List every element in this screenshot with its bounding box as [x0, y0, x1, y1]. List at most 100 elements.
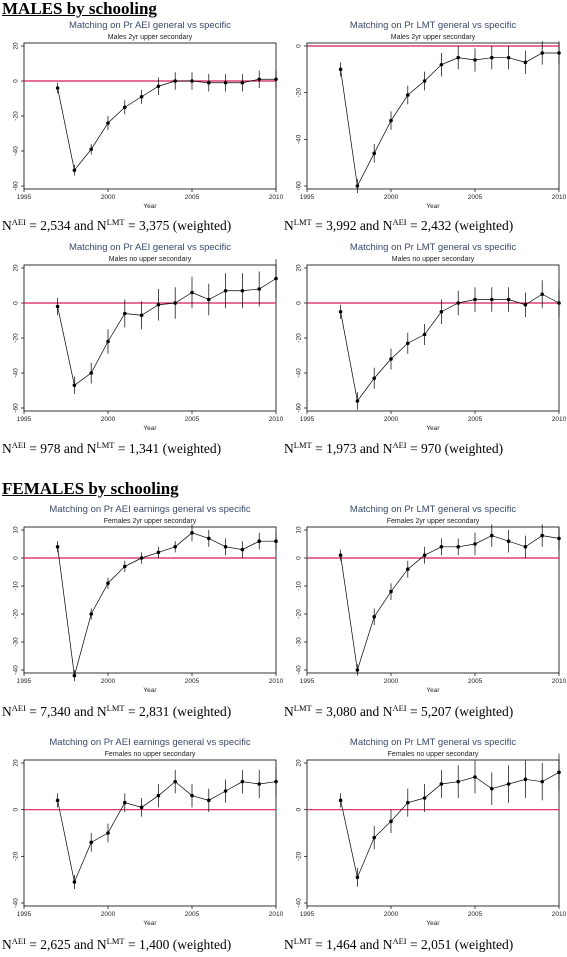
chart-svg: Matching on Pr AEI earnings general vs s…	[13, 504, 284, 694]
x-tick-label: 2005	[185, 416, 200, 423]
x-tick-label: 1995	[300, 194, 315, 201]
data-point	[338, 67, 343, 72]
chart-panel: Matching on Pr AEI general vs specific Ma…	[0, 16, 284, 216]
data-point	[139, 556, 144, 560]
data-point	[123, 564, 127, 569]
y-tick-label: -30	[296, 637, 303, 647]
data-point	[406, 567, 410, 571]
chart-panel: Matching on Pr LMT general vs specific Fe…	[283, 733, 567, 933]
data-point	[55, 545, 60, 549]
chart-title: Matching on Pr AEI general vs specific	[69, 20, 231, 31]
y-tick-label: -30	[13, 637, 20, 647]
chart-subtitle: Males 2yr upper secondary	[108, 34, 193, 41]
data-point	[355, 668, 360, 672]
plot-frame	[23, 759, 277, 907]
data-point	[274, 77, 278, 82]
chart-svg: Matching on Pr LMT general vs specific Ma…	[296, 20, 567, 210]
y-tick-label: -40	[296, 898, 303, 908]
series-line	[57, 532, 276, 676]
y-tick-label: -20	[13, 851, 20, 861]
chart-subtitle: Females 2yr upper secondary	[387, 518, 480, 525]
chart-title: Matching on Pr LMT general vs specific	[350, 737, 516, 748]
data-point	[506, 539, 511, 543]
x-tick-label: 1995	[300, 678, 315, 685]
y-tick-label: 0	[13, 301, 20, 305]
data-point	[557, 301, 561, 305]
data-point	[540, 533, 544, 538]
data-point	[223, 545, 228, 549]
data-point	[506, 297, 511, 302]
y-tick-label: -20	[296, 851, 303, 861]
series-line	[340, 772, 560, 879]
series-line	[340, 293, 560, 402]
y-tick-label: 0	[13, 556, 20, 560]
data-point	[557, 51, 561, 55]
chart-subtitle: Females no upper secondary	[388, 751, 479, 758]
series-line	[57, 278, 277, 386]
x-axis-label: Year	[143, 687, 157, 694]
y-tick-label: 0	[296, 44, 303, 48]
data-point	[406, 93, 410, 97]
y-tick-label: 20	[296, 264, 303, 272]
x-tick-label: 2000	[384, 911, 399, 918]
y-tick-label: -40	[296, 134, 303, 144]
y-tick-label: -40	[13, 146, 20, 156]
data-point	[473, 297, 477, 302]
data-point	[173, 779, 177, 784]
x-tick-label: 2010	[552, 416, 567, 423]
chart-subtitle: Males no upper secondary	[392, 256, 475, 263]
data-point	[106, 121, 110, 125]
x-tick-label: 2005	[468, 911, 483, 918]
sample-size-caption: NLMT = 3,992 and NAEI = 2,432 (weighted)	[284, 217, 514, 233]
y-tick-label: 0	[296, 807, 303, 811]
x-tick-label: 1995	[17, 416, 32, 423]
data-point	[240, 779, 245, 784]
data-point	[355, 875, 360, 880]
data-point	[257, 539, 262, 543]
x-tick-label: 1995	[17, 194, 32, 201]
data-point	[274, 779, 278, 784]
series-line	[57, 78, 276, 172]
data-point	[456, 545, 460, 549]
data-point	[72, 880, 77, 884]
data-point	[389, 589, 393, 594]
data-point	[372, 615, 376, 619]
chart-svg: Matching on Pr LMT general vs specific Fe…	[296, 504, 567, 694]
y-tick-label: 20	[13, 759, 20, 767]
y-tick-label: -60	[296, 403, 303, 413]
data-point	[106, 831, 110, 835]
x-axis-label: Year	[143, 203, 157, 210]
data-point	[72, 383, 77, 388]
data-point	[540, 779, 544, 784]
x-tick-label: 2000	[101, 678, 116, 685]
y-tick-label: -40	[13, 368, 20, 378]
x-tick-label: 2010	[269, 678, 284, 685]
x-tick-label: 2000	[101, 911, 116, 918]
data-point	[190, 290, 194, 295]
data-point	[523, 60, 528, 65]
data-point	[422, 79, 427, 83]
x-axis-label: Year	[143, 920, 157, 927]
y-tick-label: -20	[296, 88, 303, 98]
chart-svg: Matching on Pr AEI general vs specific Ma…	[13, 242, 284, 432]
data-point	[257, 782, 262, 786]
x-axis-label: Year	[426, 920, 440, 927]
chart-subtitle: Females 2yr upper secondary	[104, 518, 197, 525]
x-axis-label: Year	[426, 687, 440, 694]
x-tick-label: 2000	[101, 194, 116, 201]
data-point	[338, 309, 343, 314]
males-heading: MALES by schooling	[2, 0, 157, 18]
data-point	[89, 840, 93, 845]
y-tick-label: -40	[296, 665, 303, 675]
data-point	[523, 302, 528, 307]
data-point	[490, 533, 494, 538]
y-tick-label: 20	[13, 264, 20, 272]
data-point	[439, 309, 444, 314]
x-tick-label: 2005	[468, 678, 483, 685]
y-tick-label: 20	[13, 42, 20, 50]
sample-size-caption: NLMT = 3,080 and NAEI = 5,207 (weighted)	[284, 703, 514, 719]
chart-panel: Matching on Pr AEI earnings general vs s…	[0, 733, 284, 933]
chart-panel: Matching on Pr LMT general vs specific Fe…	[283, 500, 567, 700]
chart-svg: Matching on Pr AEI earnings general vs s…	[13, 737, 284, 927]
x-axis-label: Year	[143, 425, 157, 432]
